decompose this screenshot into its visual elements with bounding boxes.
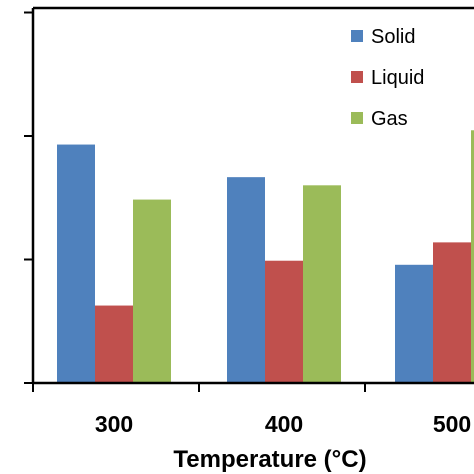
legend-swatch-gas	[351, 112, 363, 124]
bar-liquid-300	[95, 305, 133, 383]
bars-group	[57, 130, 474, 383]
x-tick-label-300: 300	[95, 411, 133, 437]
x-tick-labels-group: 300 400 500	[95, 411, 471, 437]
bar-solid-500	[395, 264, 433, 383]
legend-swatch-solid	[351, 30, 363, 42]
legend: Solid Liquid Gas	[351, 26, 424, 130]
legend-label-gas: Gas	[371, 108, 408, 130]
legend-label-solid: Solid	[371, 26, 415, 48]
bar-gas-500	[471, 130, 474, 383]
x-axis-title: Temperature (°C)	[173, 446, 366, 473]
x-tick-label-400: 400	[265, 411, 303, 437]
x-tick-label-500: 500	[433, 411, 471, 437]
bar-liquid-400	[265, 260, 303, 383]
bar-solid-300	[57, 144, 95, 383]
bar-solid-400	[227, 177, 265, 383]
bar-gas-400	[303, 185, 341, 383]
y-ticks-group	[24, 11, 33, 384]
bar-liquid-500	[433, 242, 471, 383]
plot-frame	[24, 6, 474, 385]
x-ticks-group	[32, 383, 366, 392]
legend-swatch-liquid	[351, 71, 363, 83]
legend-label-liquid: Liquid	[371, 67, 424, 89]
bar-gas-300	[133, 199, 171, 383]
